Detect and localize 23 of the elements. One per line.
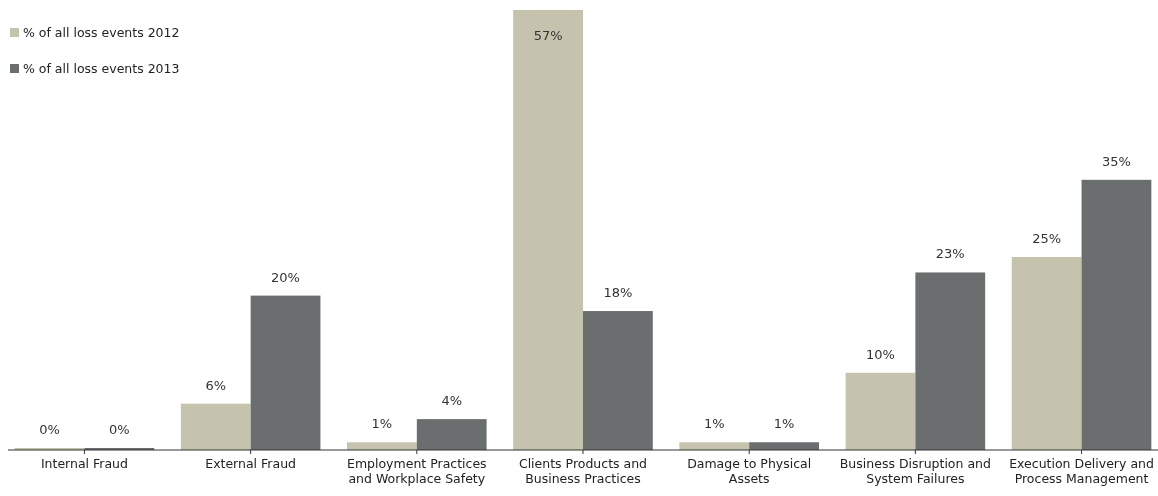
legend-label: % of all loss events 2013 [23,61,180,76]
data-label: 57% [533,28,563,43]
data-label: 25% [1032,231,1062,247]
x-tick-label: Business Disruption and System Failures [839,456,991,486]
data-label: 1% [703,416,725,432]
data-label: 1% [773,416,795,432]
x-tick-label: Clients Products and Business Practices [518,456,648,486]
x-tick-label: External Fraud [205,456,297,471]
data-label: 23% [935,246,965,262]
data-label: 0% [109,422,130,437]
data-label: 4% [441,393,463,409]
legend-label: % of all loss events 2012 [23,25,180,40]
data-label: 6% [205,377,227,393]
x-tick-label: Internal Fraud [40,456,128,471]
data-label: 10% [866,346,895,362]
data-label: 18% [603,285,633,301]
x-tick-label: Employment Practices and Workplace Safety [346,456,487,486]
x-tick-label: Damage to Physical Assets [687,456,812,486]
data-label: 35% [1102,153,1131,169]
x-tick-label: Execution Delivery and Process Management [1009,456,1154,486]
data-label: 1% [371,416,393,432]
data-label: 20% [271,269,300,285]
data-label: 0% [39,422,60,437]
